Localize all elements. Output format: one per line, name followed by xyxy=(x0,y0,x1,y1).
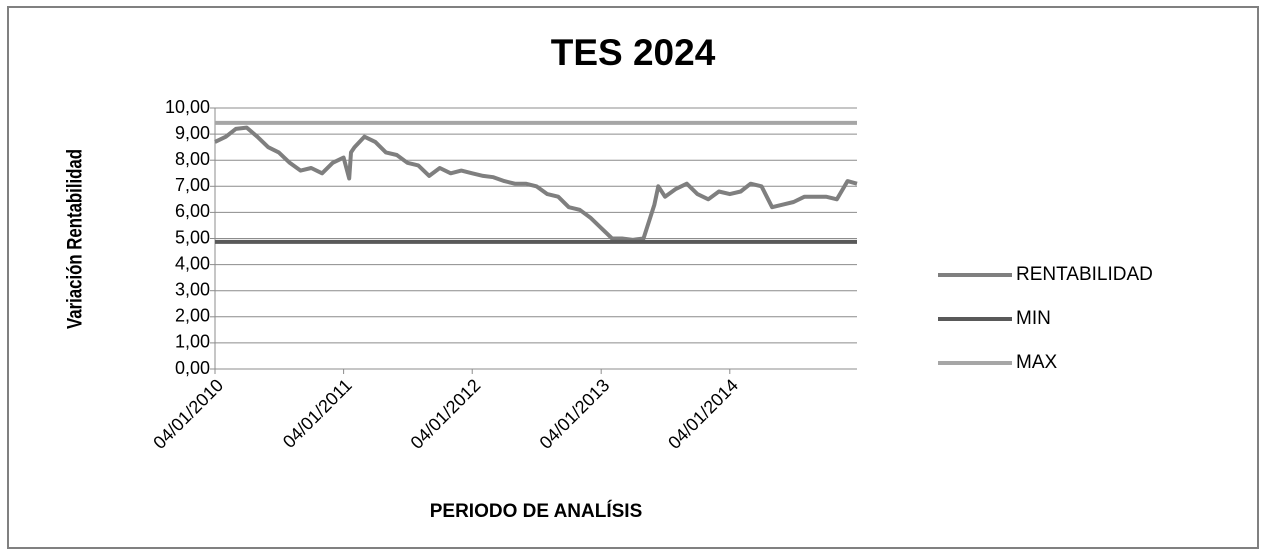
y-tick-label: 9,00 xyxy=(175,123,210,143)
series-line xyxy=(214,125,858,242)
y-tick-label: 5,00 xyxy=(175,227,210,247)
legend-label: MIN xyxy=(1016,308,1051,329)
y-tick-label: 10,00 xyxy=(165,97,210,117)
y-tick-label: 4,00 xyxy=(175,253,210,273)
chart-frame xyxy=(7,6,1259,549)
y-tick-label: 0,00 xyxy=(175,358,210,378)
y-axis-title: Variación Rentabilidad xyxy=(64,149,87,329)
y-tick-label: 2,00 xyxy=(175,306,210,326)
legend-label: RENTABILIDAD xyxy=(1016,264,1153,285)
y-tick-label: 1,00 xyxy=(175,332,210,352)
y-tick-label: 3,00 xyxy=(175,279,210,299)
y-tick-label: 6,00 xyxy=(175,201,210,221)
legend-label: MAX xyxy=(1016,352,1058,373)
y-tick-label: 8,00 xyxy=(175,149,210,169)
x-axis-title: PERIODO DE ANALÍSIS xyxy=(430,500,643,522)
chart-title: TES 2024 xyxy=(551,32,716,73)
y-tick-label: 7,00 xyxy=(175,175,210,195)
